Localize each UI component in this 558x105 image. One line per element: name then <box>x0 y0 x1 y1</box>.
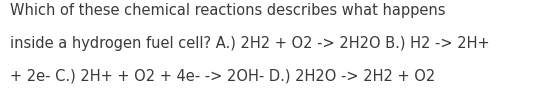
Text: inside a hydrogen fuel cell? A.) 2H2 + O2 -> 2H2O B.) H2 -> 2H+: inside a hydrogen fuel cell? A.) 2H2 + O… <box>10 36 490 51</box>
Text: + 2e- C.) 2H+ + O2 + 4e- -> 2OH- D.) 2H2O -> 2H2 + O2: + 2e- C.) 2H+ + O2 + 4e- -> 2OH- D.) 2H2… <box>10 68 435 83</box>
Text: Which of these chemical reactions describes what happens: Which of these chemical reactions descri… <box>10 3 445 18</box>
